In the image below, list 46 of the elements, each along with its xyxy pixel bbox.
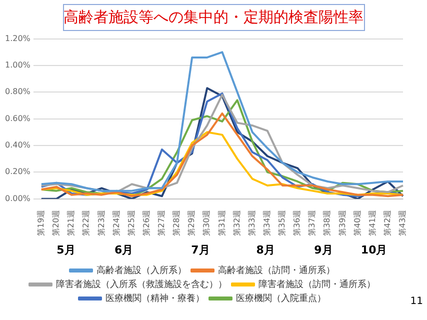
legend-label: 障害者施設（訪問・通所系） [258, 278, 376, 290]
x-tick-label: 第26週 [142, 210, 151, 236]
x-tick-label: 第21週 [66, 210, 76, 236]
text: 7月 [191, 243, 210, 256]
x-tick-label: 第25週 [126, 210, 136, 236]
text: 8月 [256, 243, 275, 256]
x-tick-label: 第20週 [52, 210, 61, 236]
x-tick-label: 第43週 [398, 210, 408, 236]
legend-label: 高齢者施設（入所系） [96, 264, 186, 276]
y-tick-label: 1.00% [4, 60, 31, 70]
y-tick-label: 0.00% [4, 194, 31, 203]
y-tick-label: 0.40% [4, 140, 31, 150]
x-tick-label: 第34週 [262, 210, 272, 236]
x-tick-label: 第39週 [338, 210, 347, 236]
x-tick-label: 第30週 [202, 210, 212, 236]
text: 11 [410, 296, 423, 307]
x-tick-label: 第41週 [368, 210, 377, 236]
x-tick-label: 第37週 [308, 210, 317, 236]
x-tick-label: 第28週 [172, 210, 182, 236]
text: 6月 [114, 243, 134, 256]
y-tick-label: 0.20% [4, 167, 31, 176]
legend-label: 障害者施設（入所系（救護施設を含む）） [56, 278, 227, 290]
legend-label: 医療機関（入院重点） [236, 292, 326, 304]
legend-label: 高齢者施設（訪問・通所系） [218, 264, 335, 276]
x-tick-label: 第42週 [383, 210, 392, 236]
y-tick-label: 1.20% [4, 34, 31, 43]
chart-title: 高齢者施設等への集中的・定期的検査陽性率 [62, 4, 364, 31]
x-tick-label: 第32週 [232, 210, 242, 236]
x-tick-label: 第27週 [157, 210, 166, 236]
x-tick-label: 第29週 [187, 210, 196, 236]
text: 9月 [314, 243, 333, 256]
y-tick-label: 0.80% [4, 87, 31, 96]
x-tick-label: 第22週 [82, 210, 91, 236]
y-tick-label: 0.60% [4, 114, 31, 123]
x-tick-label: 第38週 [322, 210, 332, 236]
x-tick-label: 第40週 [352, 210, 362, 236]
x-tick-label: 第31週 [217, 210, 226, 236]
x-tick-label: 第35週 [278, 210, 287, 236]
x-tick-label: 第19週 [36, 210, 46, 236]
x-tick-label: 第23週 [96, 210, 106, 236]
x-tick-label: 第24週 [112, 210, 121, 236]
text: 10月 [360, 243, 388, 256]
legend-label: 医療機関（精神・療養） [106, 292, 204, 304]
text: 5月 [56, 243, 76, 256]
x-tick-label: 第36週 [292, 210, 302, 236]
x-tick-label: 第33週 [247, 210, 256, 236]
